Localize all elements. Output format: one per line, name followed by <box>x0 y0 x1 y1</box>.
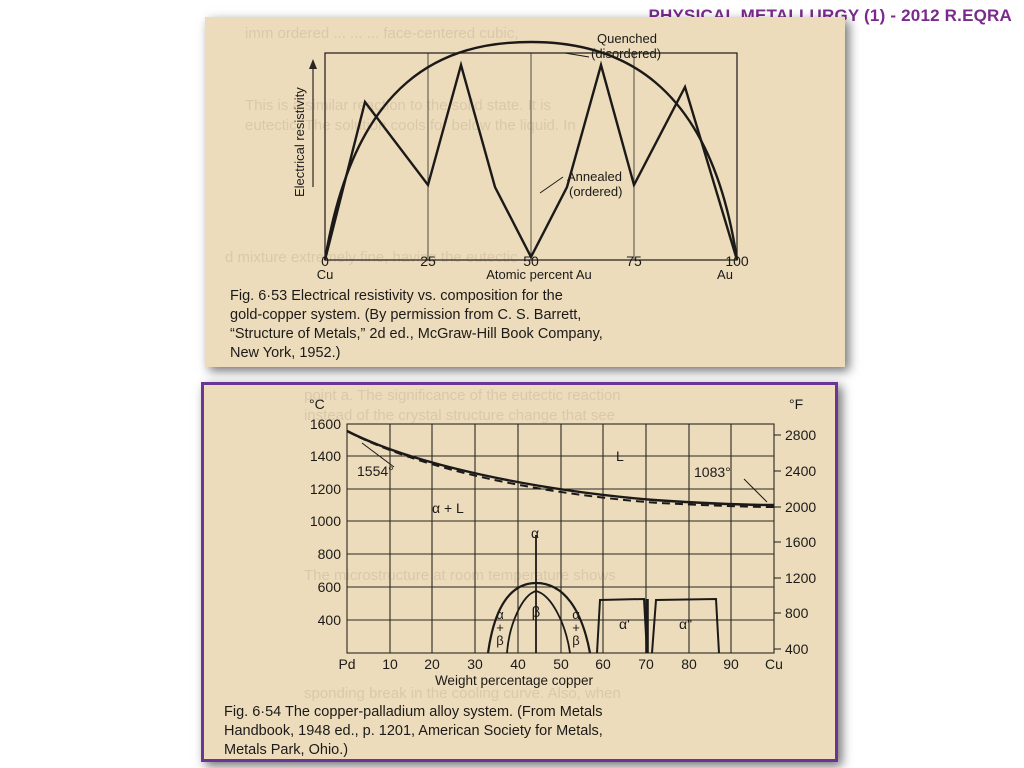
y-right-tick: 1200 <box>785 570 816 586</box>
label-ab-right-3: β <box>572 633 579 648</box>
figure2-caption-line-3: Metals Park, Ohio.) <box>224 742 349 758</box>
quenched-curve <box>323 40 739 261</box>
label-liquid: L <box>616 448 624 464</box>
label-alpha-prime: α' <box>619 616 630 632</box>
annealed-leader <box>539 176 564 194</box>
solidus-line <box>346 430 775 508</box>
x-tick-25: 25 <box>420 253 436 269</box>
x-tick: Cu <box>765 656 783 672</box>
pd-melt-leader <box>361 442 395 468</box>
x-tick: 30 <box>467 656 483 672</box>
x-tick: 20 <box>424 656 440 672</box>
figure1-caption-line-1: Fig. 6·53 Electrical resistivity vs. com… <box>230 288 563 304</box>
resistivity-chart: Electrical resistivity Quenched (disorde… <box>292 31 749 282</box>
figure1-caption-line-4: New York, 1952.) <box>230 345 341 361</box>
x-tick: 70 <box>638 656 654 672</box>
y-right-tick: 2400 <box>785 463 816 479</box>
y-left-tick: 1600 <box>310 416 341 432</box>
figure1-caption-line-3: “Structure of Metals,” 2d ed., McGraw-Hi… <box>230 326 603 342</box>
annealed-label-1: Annealed <box>567 169 622 184</box>
label-alpha-double-prime: α" <box>679 616 692 632</box>
label-ab-right-2: + <box>572 620 580 635</box>
figure2-caption-line-1: Fig. 6·54 The copper-palladium alloy sys… <box>224 704 603 720</box>
figure-cu-pd-scan: point a. The significance of the eutecti… <box>201 382 838 762</box>
y-left-tick: 1400 <box>310 448 341 464</box>
y-left-tick: 1000 <box>310 513 341 529</box>
x-tick-75: 75 <box>626 253 642 269</box>
annealed-label-2: (ordered) <box>569 184 622 199</box>
label-cu-melt: 1083° <box>694 464 731 480</box>
x-tick: 40 <box>510 656 526 672</box>
label-ab-right-1: α <box>572 607 580 622</box>
x-axis-label: Weight percentage copper <box>435 673 594 688</box>
y-left-tick: 600 <box>318 579 342 595</box>
y-right-tick: 800 <box>785 605 809 621</box>
figure2-caption-line-2: Handbook, 1948 ed., p. 1201, American So… <box>224 723 603 739</box>
unit-fahrenheit: °F <box>789 396 803 412</box>
x-tick-50: 50 <box>523 253 539 269</box>
unit-celsius: °C <box>309 396 325 412</box>
x-tick-0: 0 <box>321 253 329 269</box>
label-alpha: α <box>531 525 539 541</box>
y-left-tick: 400 <box>318 612 342 628</box>
figure1-caption-line-2: gold-copper system. (By permission from … <box>230 307 582 323</box>
label-ab-left-1: α <box>496 607 504 622</box>
grid <box>346 423 775 654</box>
x-tick: 50 <box>553 656 569 672</box>
alpha-double-prime-region <box>651 597 720 654</box>
y-left-tick: 800 <box>318 546 342 562</box>
figure1-caption: Fig. 6·53 Electrical resistivity vs. com… <box>230 287 830 363</box>
y-left-tick: 1200 <box>310 481 341 497</box>
label-ab-left-3: β <box>496 633 503 648</box>
liquidus-line <box>346 429 775 507</box>
y-right-tick: 2000 <box>785 499 816 515</box>
y-right-tick: 400 <box>785 641 809 657</box>
x-label-au: Au <box>717 267 733 282</box>
y-right-tick: 1600 <box>785 534 816 550</box>
quenched-leader <box>564 52 590 58</box>
label-alpha-plus-liquid: α + L <box>432 500 464 516</box>
label-beta: β <box>532 604 541 621</box>
figure2-caption: Fig. 6·54 The copper-palladium alloy sys… <box>224 703 824 760</box>
x-tick: 90 <box>723 656 739 672</box>
figure-resistivity-scan: Electrical resistivity Quenched (disorde… <box>205 17 845 367</box>
phase-diagram: °C °F 1600 1400 1200 1000 800 600 400 28… <box>309 396 816 688</box>
quenched-label-2: (disordered) <box>591 46 661 61</box>
x-label-cu: Cu <box>317 267 334 282</box>
x-tick: 60 <box>595 656 611 672</box>
x-tick: 80 <box>681 656 697 672</box>
x-axis-label: Atomic percent Au <box>486 267 592 282</box>
cu-melt-leader <box>743 478 768 503</box>
label-pd-melt: 1554° <box>357 463 394 479</box>
x-tick: 10 <box>382 656 398 672</box>
x-tick-100: 100 <box>725 253 749 269</box>
y-right-tick: 2800 <box>785 427 816 443</box>
quenched-label-1: Quenched <box>597 31 657 46</box>
x-tick: Pd <box>338 656 355 672</box>
y-axis-label: Electrical resistivity <box>292 87 307 197</box>
annealed-curve <box>323 60 739 261</box>
label-ab-left-2: + <box>496 620 504 635</box>
